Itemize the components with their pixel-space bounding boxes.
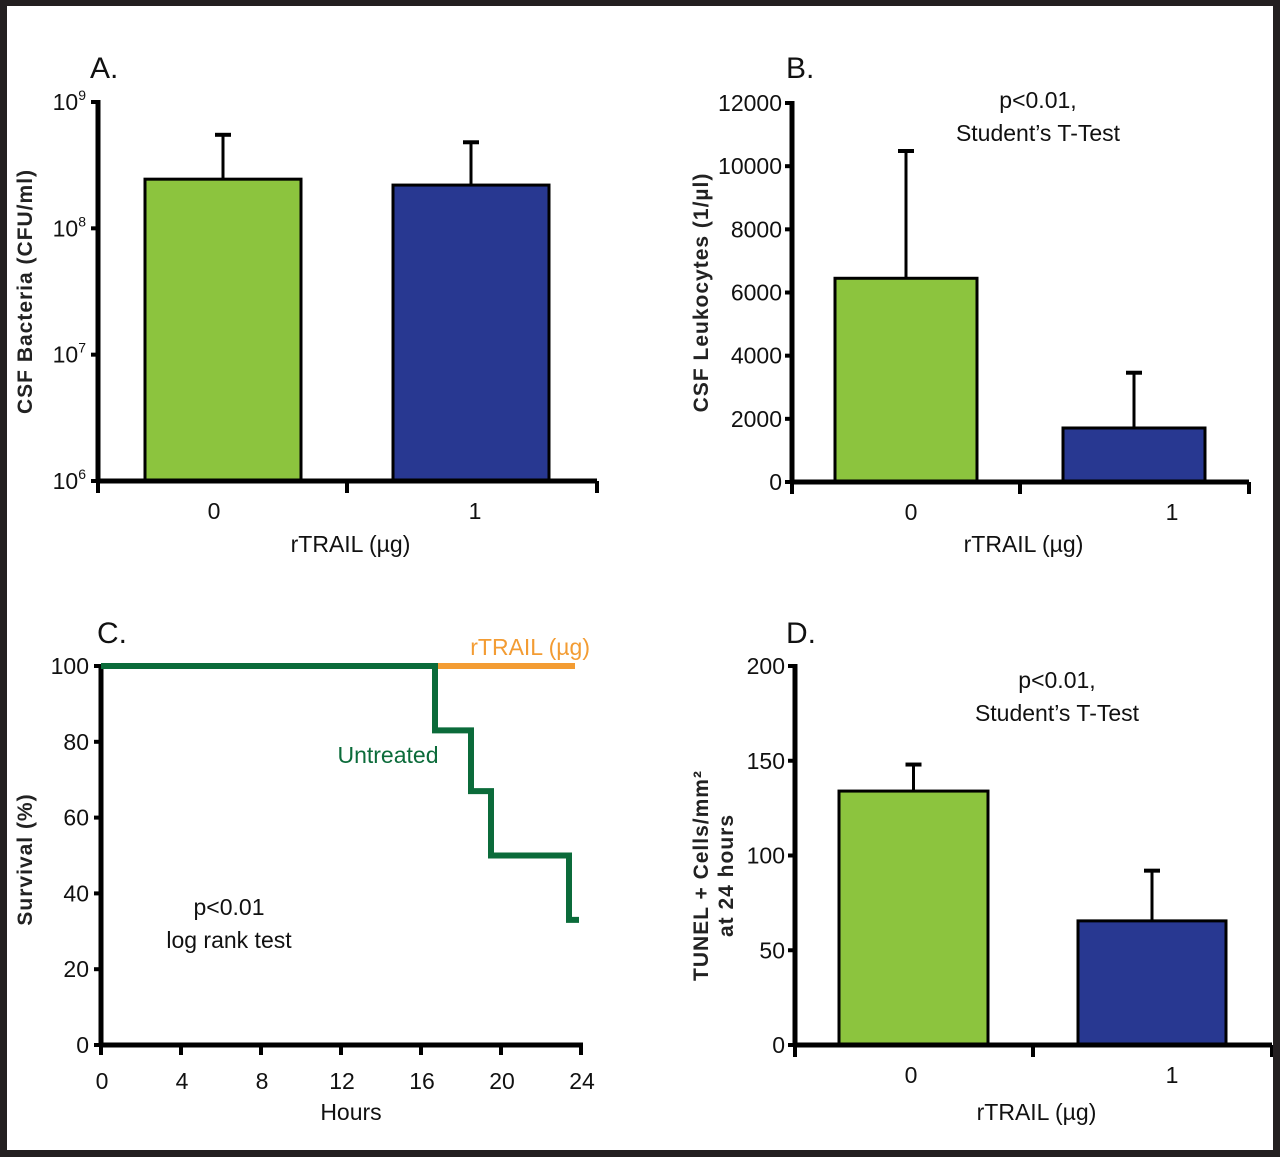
y-tick-label: 0 xyxy=(76,1032,89,1058)
bar-1 xyxy=(1061,426,1207,484)
y-axis-title: Survival (%) xyxy=(14,793,37,925)
panel-c: C. 0 4 8 12 16 20 24 0 20 40 60 80 100 Survival (%) Hou… xyxy=(14,617,595,1125)
annotation-text: p<0.01, xyxy=(999,87,1076,113)
bar-1 xyxy=(1076,919,1228,1047)
y-tick-label: 107 xyxy=(53,340,87,368)
y-axis-title: at 24 hours xyxy=(715,814,738,937)
y-tick-base: 10 xyxy=(53,89,79,115)
y-tick-label: 10000 xyxy=(718,153,782,179)
x-tick-label: 24 xyxy=(569,1068,595,1094)
y-tick-label: 100 xyxy=(747,843,785,869)
annotation-text: p<0.01 xyxy=(194,894,265,920)
x-tick-label: 4 xyxy=(176,1068,189,1094)
y-tick-label: 0 xyxy=(769,469,782,495)
y-tick-exponent: 7 xyxy=(78,340,86,356)
y-tick-base: 10 xyxy=(53,468,79,494)
y-tick-label: 106 xyxy=(53,466,87,494)
y-tick-label: 200 xyxy=(747,653,785,679)
panel-label: C. xyxy=(97,617,127,650)
y-tick-label: 0 xyxy=(772,1032,785,1058)
bar-1 xyxy=(391,183,551,483)
panel-label: B. xyxy=(786,52,814,85)
panel-d: D. 0 1 0 50 100 150 200 TUNEL + Cells/mm² at 24 h… xyxy=(690,617,1273,1125)
y-tick-label: 50 xyxy=(759,937,785,963)
x-tick-label: 1 xyxy=(1166,1062,1179,1088)
y-tick-label: 40 xyxy=(63,880,89,906)
x-tick-label: 0 xyxy=(96,1068,109,1094)
y-tick-label: 20 xyxy=(63,956,89,982)
annotation-text: Student’s T-Test xyxy=(975,700,1140,726)
figure-canvas: A. 0 1 106 107 108 109 CSF Bacteria (CFU/ml) rTR… xyxy=(7,6,1273,1150)
annotation-text: log rank test xyxy=(166,927,292,953)
y-tick-label: 12000 xyxy=(718,90,782,116)
y-axis-title: TUNEL + Cells/mm² xyxy=(690,770,713,981)
y-tick-base: 10 xyxy=(53,215,79,241)
x-axis-title: rTRAIL (µg) xyxy=(291,531,411,557)
y-tick-label: 100 xyxy=(51,653,89,679)
x-tick-label: 8 xyxy=(256,1068,269,1094)
x-tick-label: 12 xyxy=(329,1068,355,1094)
y-tick-label: 60 xyxy=(63,805,89,831)
annotation-text: Student’s T-Test xyxy=(956,120,1121,146)
annotation-text: p<0.01, xyxy=(1018,667,1095,693)
x-tick-label: 16 xyxy=(409,1068,435,1094)
legend-label-untreated: Untreated xyxy=(337,742,438,768)
y-axis-title: CSF Leukocytes (1/µl) xyxy=(690,173,713,413)
x-tick-label: 0 xyxy=(905,1062,918,1088)
y-tick-label: 150 xyxy=(747,748,785,774)
x-tick-label: 1 xyxy=(469,498,482,524)
y-tick-exponent: 6 xyxy=(78,466,86,482)
x-axis-title: Hours xyxy=(320,1099,381,1125)
panel-label: A. xyxy=(90,52,118,85)
bar-0 xyxy=(143,177,303,483)
bar-0 xyxy=(837,789,990,1047)
x-tick-label: 0 xyxy=(905,499,918,525)
panel-label: D. xyxy=(786,617,816,650)
series-line-untreated xyxy=(101,663,579,923)
x-axis-title: rTRAIL (µg) xyxy=(977,1099,1097,1125)
y-tick-label: 8000 xyxy=(731,216,782,242)
y-tick-exponent: 9 xyxy=(78,87,86,103)
y-tick-exponent: 8 xyxy=(78,213,86,229)
y-tick-label: 4000 xyxy=(731,343,782,369)
y-tick-label: 6000 xyxy=(731,280,782,306)
legend-label-rtrail: rTRAIL (µg) xyxy=(470,634,590,660)
y-tick-label: 80 xyxy=(63,729,89,755)
x-tick-label: 1 xyxy=(1166,499,1179,525)
y-tick-label: 108 xyxy=(53,213,87,241)
y-tick-base: 10 xyxy=(53,342,79,368)
y-tick-label: 2000 xyxy=(731,406,782,432)
x-tick-label: 0 xyxy=(208,498,221,524)
x-tick-label: 20 xyxy=(489,1068,515,1094)
panel-b: B. 0 1 0 2000 4000 6000 8000 10000 12000 CSF Leuko… xyxy=(690,52,1251,557)
bar-0 xyxy=(833,276,979,484)
y-axis-title: CSF Bacteria (CFU/ml) xyxy=(14,169,37,414)
x-axis-title: rTRAIL (µg) xyxy=(964,531,1084,557)
y-tick-label: 109 xyxy=(53,87,87,115)
